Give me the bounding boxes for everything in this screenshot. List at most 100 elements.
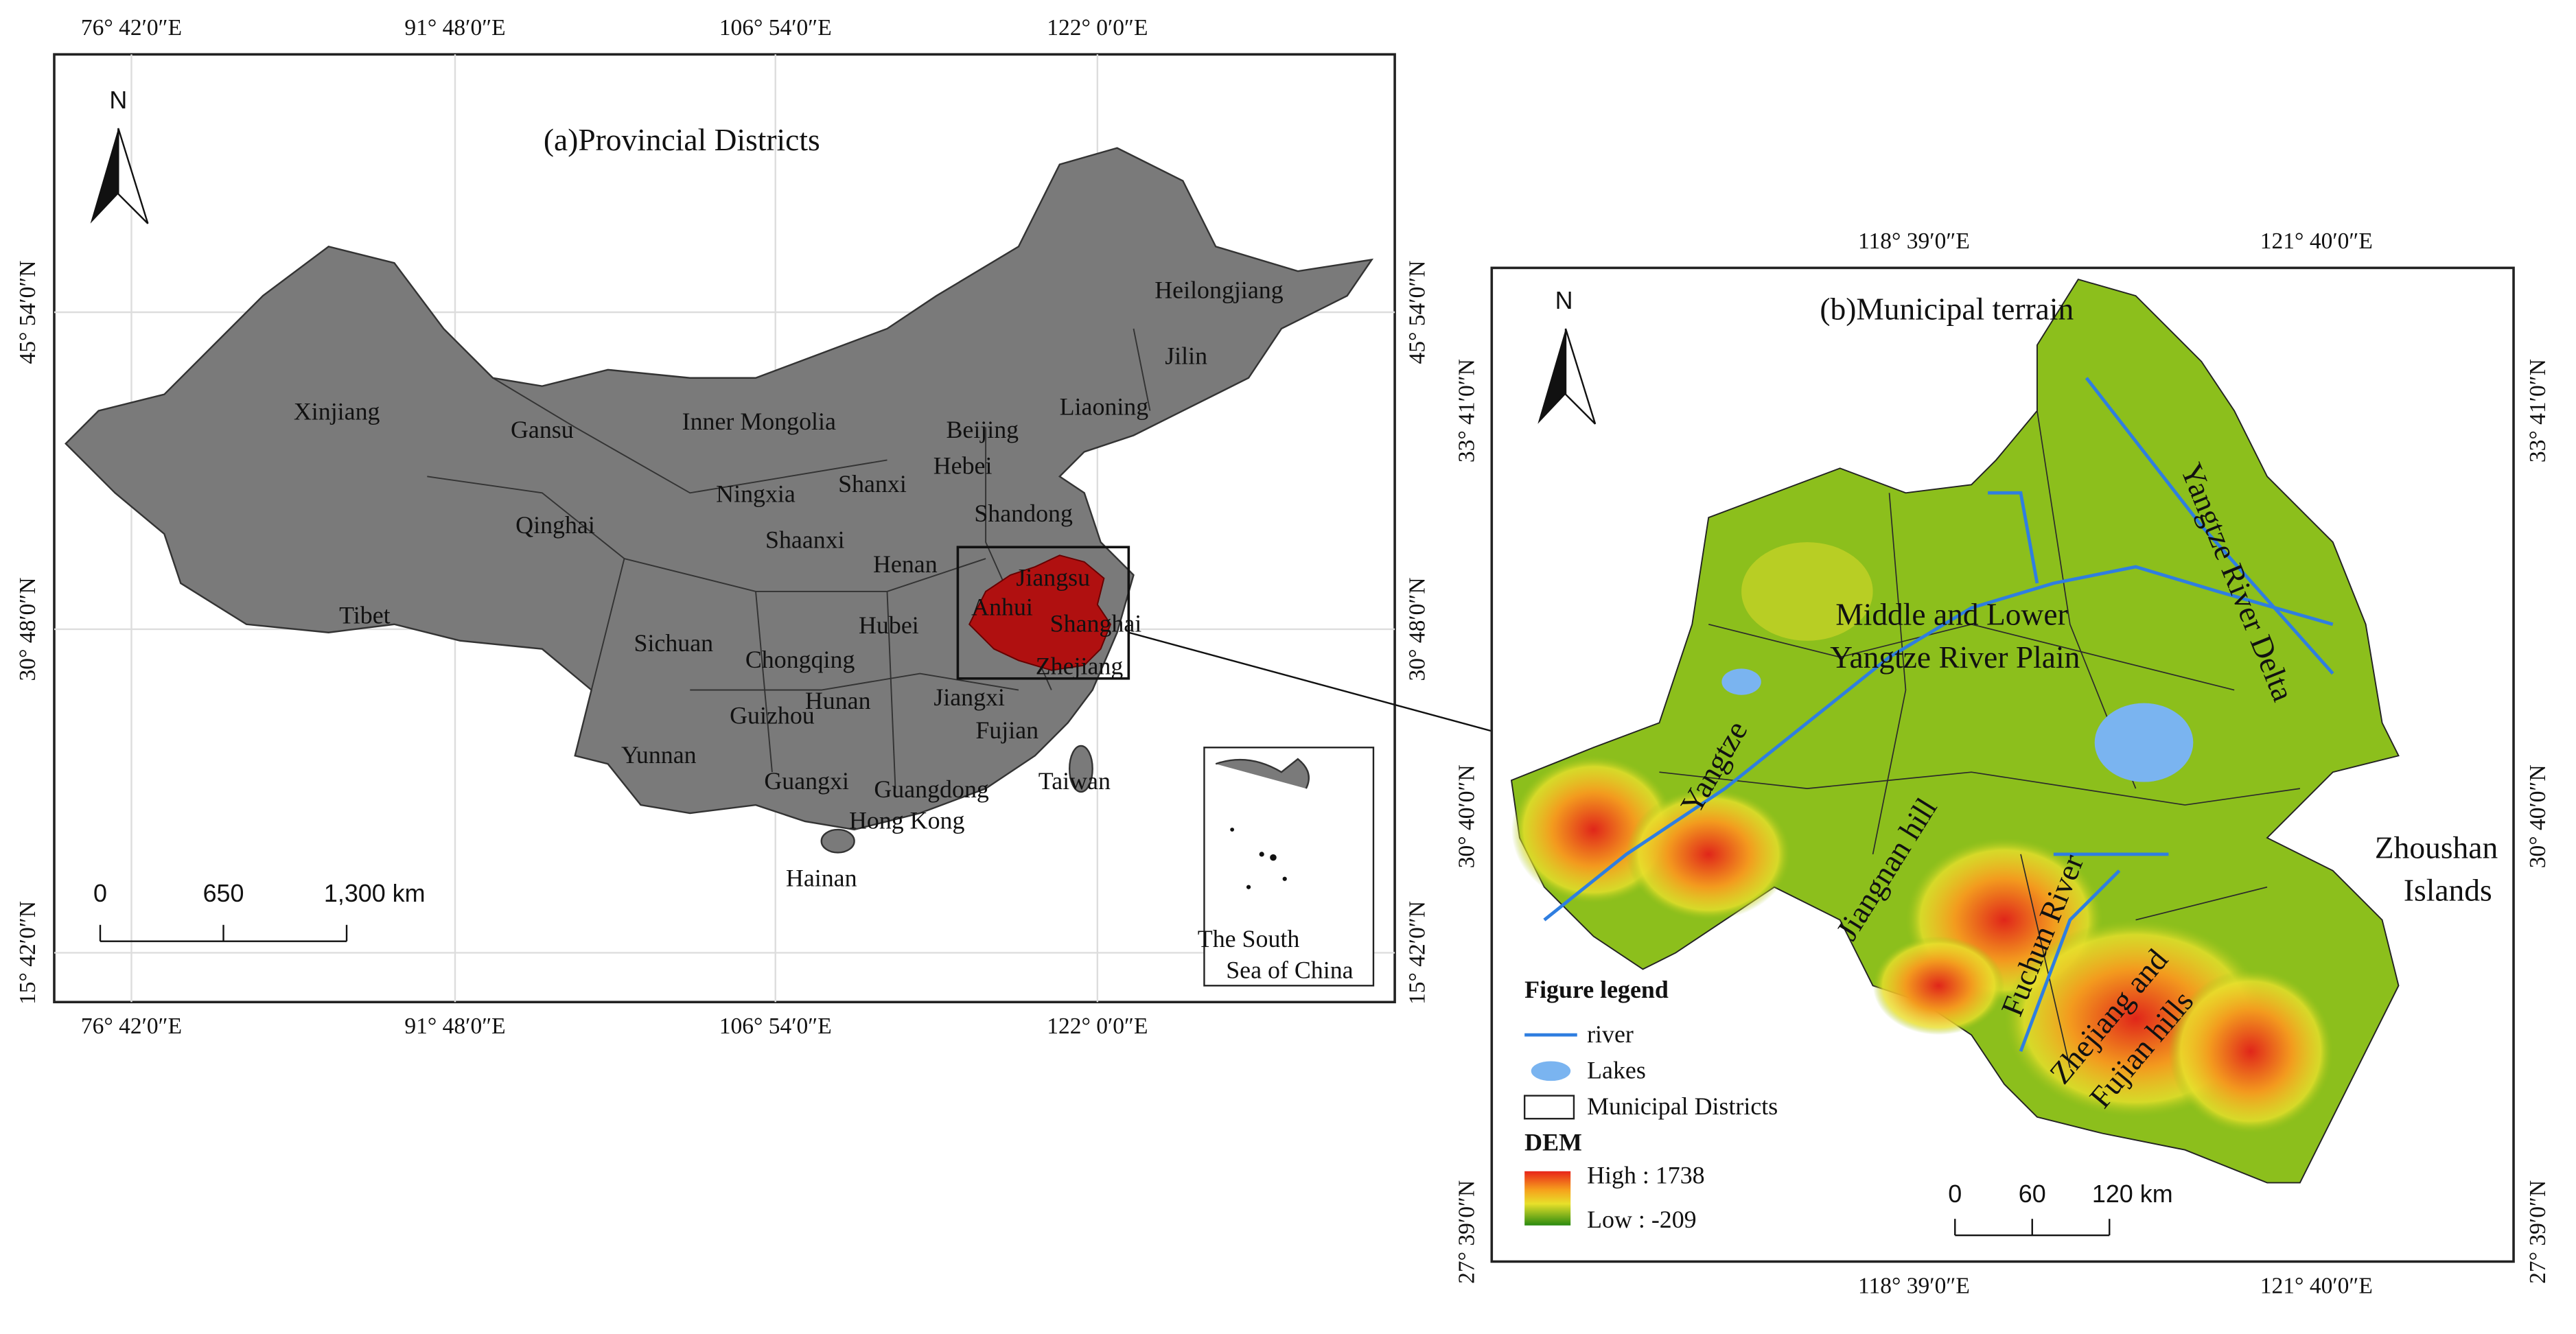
province-label: Shandong <box>974 500 1073 527</box>
province-label: Beijing <box>946 416 1019 443</box>
province-label: Guangxi <box>764 767 849 795</box>
province-label: Hunan <box>805 687 871 714</box>
scale-label: 0 <box>93 880 107 907</box>
province-borders <box>427 328 1151 789</box>
inset-islands <box>1230 828 1287 889</box>
river <box>1543 377 2334 1052</box>
lat-label: 15° 42′0″N <box>1405 901 1430 1005</box>
lat-label: 30° 48′0″N <box>15 577 40 681</box>
province-label: Hebei <box>933 452 993 480</box>
lon-label: 118° 39′0″E <box>1858 229 1970 254</box>
taiwan-shape <box>1068 745 1093 793</box>
legend-label: Lakes <box>1587 1056 1646 1084</box>
lake <box>1721 668 1761 695</box>
inset-label: Sea of China <box>1226 956 1353 983</box>
province-label: Hainan <box>786 864 857 891</box>
lon-label: 118° 39′0″E <box>1858 1273 1970 1298</box>
lon-label: 76° 42′0″E <box>81 1014 182 1039</box>
province-label: Tibet <box>339 601 391 629</box>
province-label: Taiwan <box>1038 767 1111 795</box>
lat-label: 30° 40′0″N <box>1454 764 1479 868</box>
province-label: Inner Mongolia <box>682 408 836 435</box>
province-label: Henan <box>873 550 938 578</box>
lat-label: 27° 39′0″N <box>2525 1180 2551 1284</box>
province-label: Ningxia <box>716 480 796 507</box>
legend-label: High : 1738 <box>1587 1162 1704 1189</box>
province-label: Heilongjiang <box>1154 277 1283 304</box>
lon-label: 76° 42′0″E <box>81 15 182 40</box>
scale-bar <box>1954 1219 2111 1237</box>
province-label: Yunnan <box>621 741 697 769</box>
panel-a: The South Sea of China (a)Provincial Dis… <box>15 15 1492 1039</box>
feature-label: Yangtze River Plain <box>1830 640 2080 675</box>
lat-label: 30° 48′0″N <box>1405 577 1430 681</box>
province-label: Chongqing <box>745 646 855 673</box>
lon-label: 91° 48′0″E <box>404 15 505 40</box>
study-area <box>968 554 1112 671</box>
province-label: Hong Kong <box>849 807 965 834</box>
panel-b: (b)Municipal terrain N Middle and Lower … <box>1454 229 2551 1298</box>
inset-frame <box>1203 747 1375 987</box>
coordinates: 76° 42′0″E 76° 42′0″E 91° 48′0″E 91° 48′0″E… <box>15 15 1430 1039</box>
lake <box>2094 703 2194 782</box>
inset-coast <box>1215 758 1310 789</box>
feature-label: Middle and Lower <box>1835 597 2067 632</box>
coordinates: 118° 39′0″E 118° 39′0″E 121° 40′0″E 121° 40… <box>1454 229 2551 1298</box>
lat-label: 27° 39′0″N <box>1454 1180 1479 1284</box>
province-label: Shaanxi <box>765 526 845 553</box>
scale-label: 60 <box>2019 1180 2046 1208</box>
legend-subtitle: DEM <box>1524 1129 1582 1156</box>
north-arrow <box>117 128 149 224</box>
legend-district <box>1523 1095 1575 1120</box>
north-arrow <box>1538 328 1566 424</box>
legend-label: Municipal Districts <box>1587 1092 1778 1120</box>
lat-label: 33° 41′0″N <box>2525 359 2551 463</box>
province-label: Shanghai <box>1050 609 1142 637</box>
feature-label: Islands <box>2404 873 2492 908</box>
province-label: Liaoning <box>1060 393 1149 420</box>
hainan-shape <box>820 828 855 854</box>
province-label: Hubei <box>859 611 919 639</box>
lon-label: 91° 48′0″E <box>404 1014 505 1039</box>
province-label: Jiangxi <box>933 683 1005 711</box>
province-label: Sichuan <box>634 629 714 657</box>
scale-label: 0 <box>1948 1180 1962 1208</box>
lat-label: 15° 42′0″N <box>15 901 40 1005</box>
province-label: Anhui <box>971 593 1033 620</box>
province-labels: Xinjiang Gansu Inner Mongolia Heilongjiang J… <box>294 277 1284 892</box>
lon-label: 121° 40′0″E <box>2260 229 2373 254</box>
scale-label: 1,300 km <box>324 880 426 907</box>
legend-dem-ramp <box>1524 1171 1571 1226</box>
study-box <box>956 546 1130 680</box>
lon-label: 121° 40′0″E <box>2260 1273 2373 1298</box>
province-label: Guizhou <box>730 701 815 729</box>
lon-label: 106° 54′0″E <box>719 15 832 40</box>
legend-label: Low : -209 <box>1587 1206 1697 1233</box>
province-label: Gansu <box>511 416 574 443</box>
leader-line <box>1128 631 1492 732</box>
lon-label: 122° 0′0″E <box>1047 15 1148 40</box>
north-arrow <box>1564 328 1597 425</box>
province-label: Shanxi <box>838 470 907 498</box>
panel-title: (a)Provincial Districts <box>544 122 820 157</box>
province-label: Zhejiang <box>1036 653 1124 680</box>
north-label: N <box>1555 287 1573 314</box>
lat-label: 30° 40′0″N <box>2525 764 2551 868</box>
province-label: Qinghai <box>515 511 595 539</box>
province-label: Xinjiang <box>294 398 380 425</box>
lon-label: 106° 54′0″E <box>719 1014 832 1039</box>
lat-label: 45° 54′0″N <box>15 261 40 364</box>
north-label: N <box>109 86 127 114</box>
scale-bar <box>99 924 348 942</box>
province-label: Guangdong <box>874 775 989 803</box>
lat-label: 33° 41′0″N <box>1454 359 1479 463</box>
legend-lake <box>1531 1061 1571 1081</box>
lon-label: 122° 0′0″E <box>1047 1014 1148 1039</box>
inset-label: The South <box>1198 925 1300 952</box>
province-label: Jiangsu <box>1016 563 1090 591</box>
legend-label: river <box>1587 1020 1634 1048</box>
province-label: Jilin <box>1165 342 1207 369</box>
north-arrow <box>90 128 119 224</box>
legend-title: Figure legend <box>1524 976 1669 1003</box>
